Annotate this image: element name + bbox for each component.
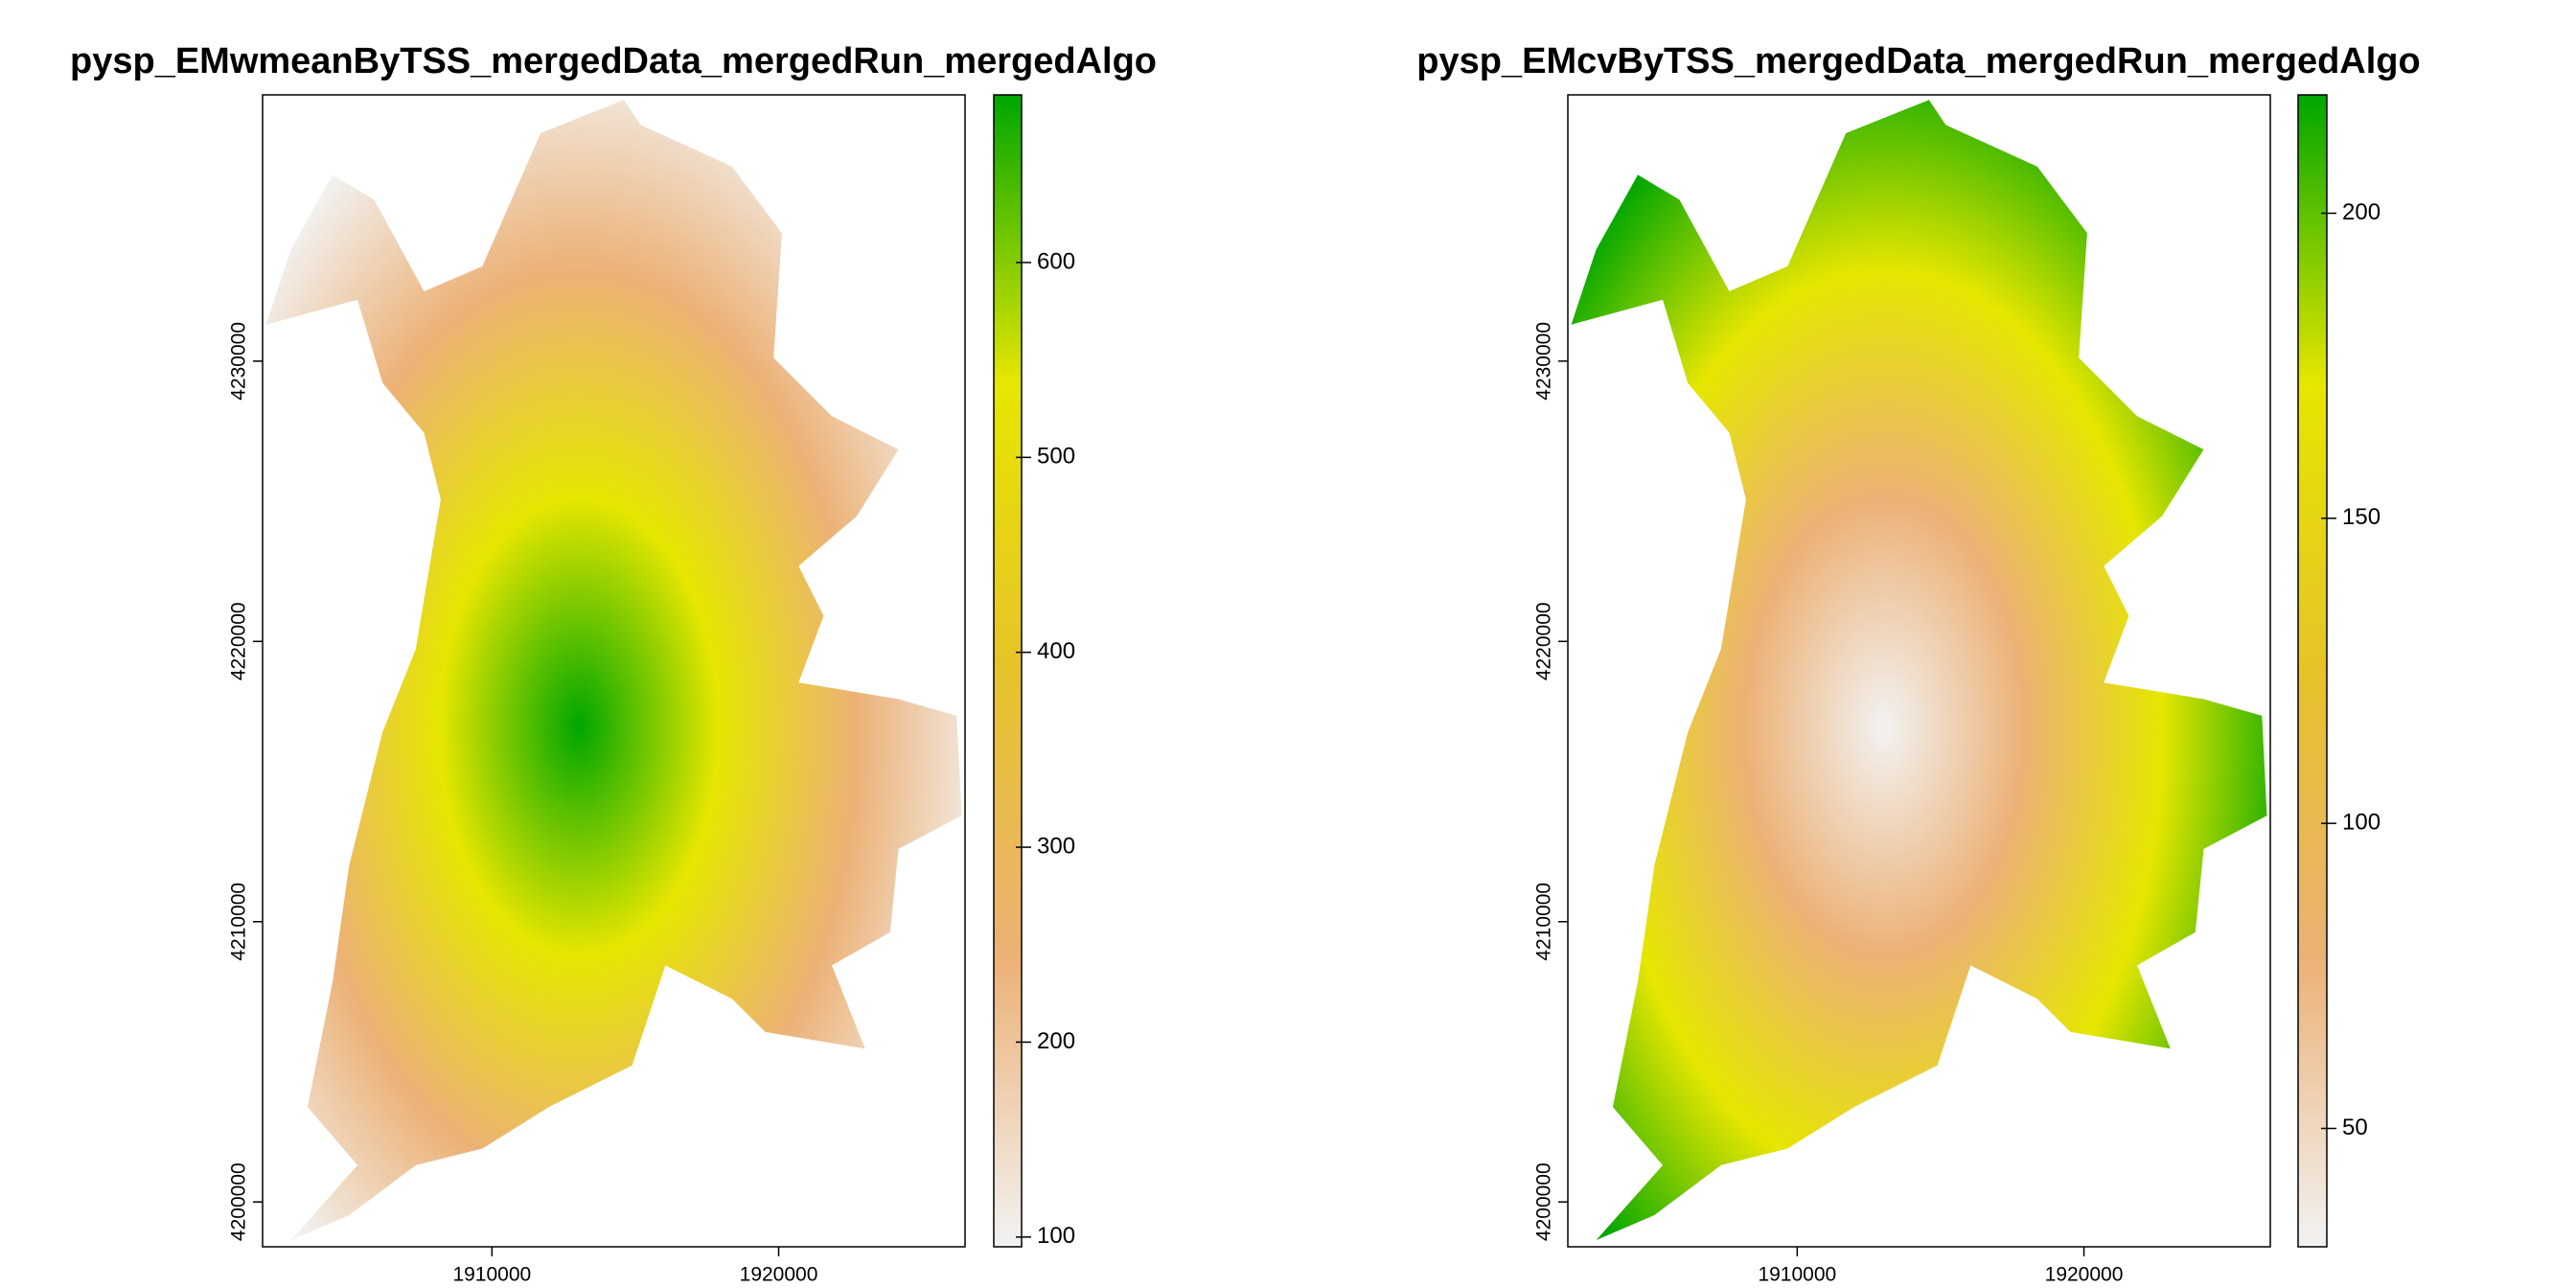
y-tick-label: 4200000 xyxy=(228,1162,250,1241)
colorbar-tick-label: 50 xyxy=(2342,1115,2368,1140)
y-tick-label: 4230000 xyxy=(228,322,250,401)
y-tick-label: 4210000 xyxy=(228,883,250,961)
y-tick-label: 4200000 xyxy=(1533,1162,1555,1241)
x-tick-label: 1910000 xyxy=(1758,1264,1836,1286)
colorbar-tick-label: 200 xyxy=(1037,1028,1075,1054)
colorbar-tick-label: 100 xyxy=(2342,810,2380,836)
colorbar-tick-label: 300 xyxy=(1037,833,1075,859)
raster-region xyxy=(1571,100,2267,1241)
colorbar-tick-label: 150 xyxy=(2342,504,2380,530)
chart-title: pysp_EMcvByTSS_mergedData_mergedRun_merg… xyxy=(1416,41,2420,81)
y-tick-label: 4210000 xyxy=(1533,883,1555,961)
colorbar-tick-label: 500 xyxy=(1037,444,1075,470)
y-tick-label: 4220000 xyxy=(228,602,250,680)
plot-frame xyxy=(1567,94,2271,1248)
y-tick-label: 4220000 xyxy=(1533,602,1555,680)
plot-frame xyxy=(262,94,966,1248)
raster-region xyxy=(265,100,962,1241)
colorbar xyxy=(993,94,1023,1248)
x-tick-label: 1920000 xyxy=(2045,1264,2124,1286)
colorbar-tick-label: 400 xyxy=(1037,638,1075,664)
colorbar xyxy=(2297,94,2328,1248)
colorbar-tick-label: 200 xyxy=(2342,199,2380,225)
colorbar-tick-label: 100 xyxy=(1037,1223,1075,1249)
colorbar-tick-label: 600 xyxy=(1037,248,1075,274)
x-tick-label: 1910000 xyxy=(452,1264,531,1286)
y-tick-label: 4230000 xyxy=(1533,322,1555,401)
chart-title: pysp_EMwmeanByTSS_mergedData_mergedRun_m… xyxy=(70,41,1157,81)
x-tick-label: 1920000 xyxy=(740,1264,818,1286)
